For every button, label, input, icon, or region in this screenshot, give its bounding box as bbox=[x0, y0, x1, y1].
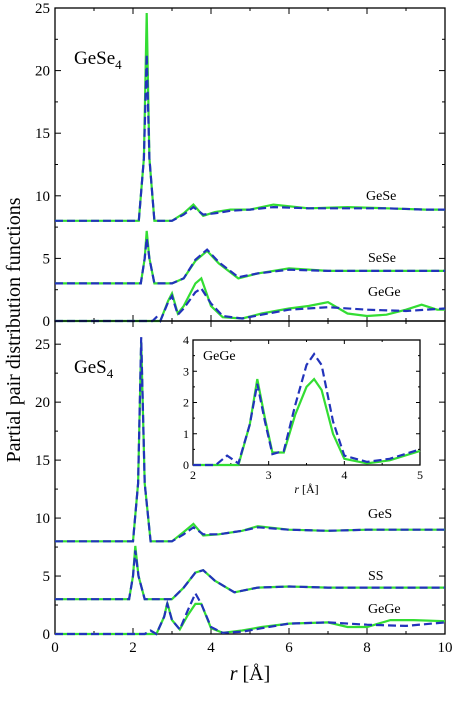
x-tick-label: 8 bbox=[363, 640, 371, 656]
gege-dashed-curve bbox=[55, 590, 446, 636]
x-tick-label: 6 bbox=[285, 640, 293, 656]
y-tick-label: 3 bbox=[183, 364, 189, 378]
y-tick-label: 4 bbox=[183, 333, 189, 347]
sese-curve-label: SeSe bbox=[368, 251, 396, 266]
inset-gege-panel: 0 1 2 3 4 2 3 4 5 GeGe r [Å] bbox=[183, 333, 423, 496]
y-tick-label: 15 bbox=[35, 453, 50, 469]
panel-title-main: GeS bbox=[74, 357, 107, 378]
ss-solid-curve bbox=[55, 545, 445, 601]
x-tick-label: 0 bbox=[51, 640, 59, 656]
x-tick-label: 3 bbox=[266, 468, 272, 482]
gese-solid-curve bbox=[55, 12, 445, 222]
inset-title: GeGe bbox=[203, 349, 236, 364]
gese-curve-label: GeSe bbox=[366, 189, 396, 204]
y-tick-label: 25 bbox=[35, 1, 50, 17]
y-tick-label: 2 bbox=[183, 396, 189, 410]
gege-curve-label: GeGe bbox=[368, 285, 401, 300]
sese-solid-curve bbox=[55, 230, 445, 285]
panel-title: GeS4 bbox=[74, 357, 114, 381]
plot-frame bbox=[192, 339, 421, 466]
y-tick-label: 0 bbox=[43, 314, 51, 330]
inset-x-unit: [Å] bbox=[299, 482, 319, 496]
ss-curve-label: SS bbox=[368, 569, 384, 584]
y-tick-label: 5 bbox=[43, 569, 51, 585]
inset-x-variable: r bbox=[294, 482, 299, 496]
x-tick-label: 10 bbox=[438, 640, 453, 656]
x-tick-label: 2 bbox=[190, 468, 196, 482]
inset-x-axis-label: r [Å] bbox=[294, 482, 318, 496]
x-axis-label: r [Å] bbox=[230, 663, 271, 685]
y-tick-label: 10 bbox=[35, 189, 50, 205]
panel-title-main: GeSe bbox=[74, 48, 115, 69]
x-tick-label: 4 bbox=[341, 468, 347, 482]
x-axis-variable: r bbox=[230, 663, 238, 685]
y-tick-label: 0 bbox=[183, 458, 189, 472]
y-tick-label: 15 bbox=[35, 126, 50, 142]
x-tick-label: 5 bbox=[417, 468, 423, 482]
gese-dashed-curve bbox=[55, 54, 445, 222]
sese-dashed-curve bbox=[55, 238, 445, 285]
y-tick-label: 25 bbox=[35, 337, 50, 353]
x-tick-label: 4 bbox=[207, 640, 215, 656]
y-tick-label: 20 bbox=[35, 64, 50, 80]
y-tick-label: 20 bbox=[35, 395, 50, 411]
y-tick-label: 0 bbox=[43, 627, 51, 643]
ss-dashed-curve bbox=[55, 550, 445, 601]
y-tick-label: 1 bbox=[183, 427, 189, 441]
ges-curve-label: GeS bbox=[368, 507, 392, 522]
panel-title-subscript: 4 bbox=[115, 57, 122, 72]
x-axis-unit: [Å] bbox=[238, 663, 271, 685]
ges-dashed-curve bbox=[55, 337, 445, 543]
y-axis-label: Partial pair distribution functions bbox=[3, 197, 25, 462]
y-tick-label: 10 bbox=[35, 511, 50, 527]
gege-curve-label: GeGe bbox=[368, 602, 401, 617]
gege-dashed-curve bbox=[193, 352, 421, 467]
x-tick-label: 2 bbox=[129, 640, 137, 656]
panel-title: GeSe4 bbox=[74, 48, 122, 72]
panel-title-subscript: 4 bbox=[107, 366, 114, 381]
y-tick-label: 5 bbox=[43, 251, 51, 267]
